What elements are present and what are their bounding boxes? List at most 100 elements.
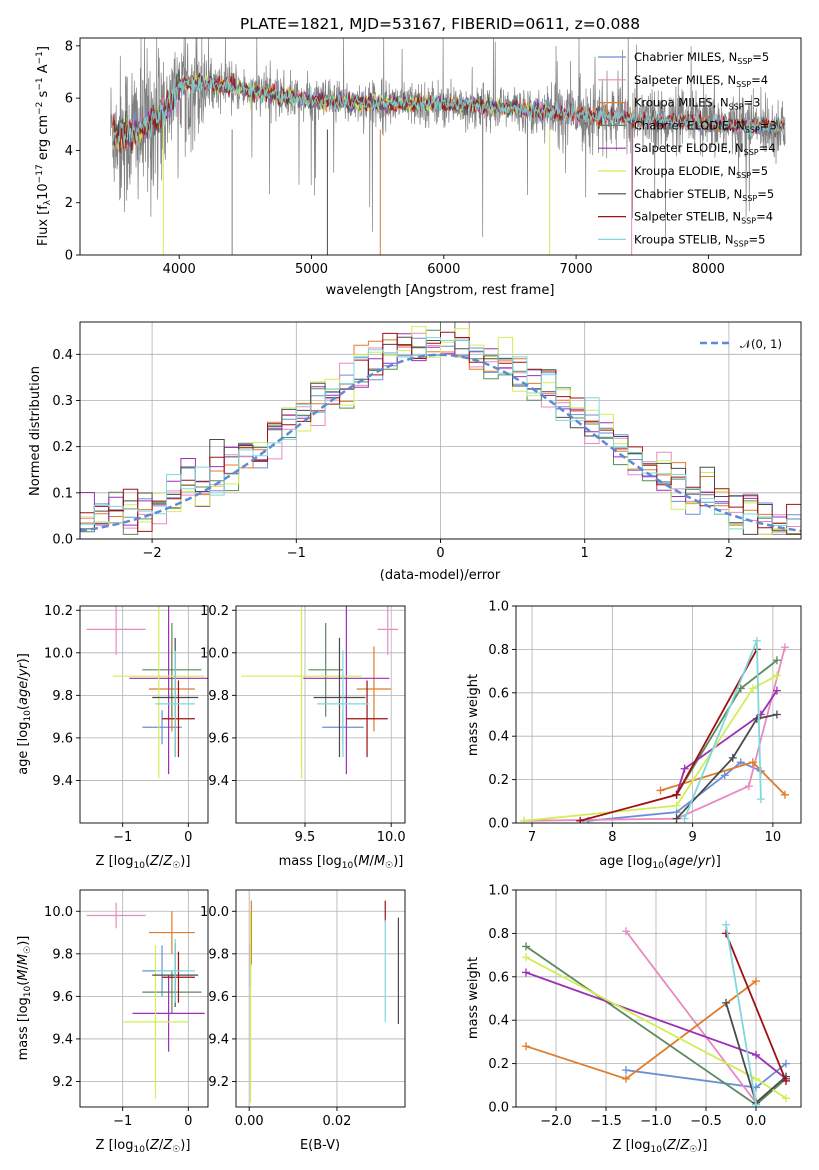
errorbar-salpeter-stelib bbox=[162, 951, 195, 1003]
y-tick-label: 9.6 bbox=[208, 990, 229, 1005]
legend-label-sub: SSP bbox=[745, 125, 760, 134]
x-tick-label: −1.5 bbox=[590, 1114, 622, 1129]
residuals-xlabel: (data-model)/error bbox=[380, 568, 501, 583]
age-vs-metallicity-panel: −1 0 9.4 9.6 9.8 10.0 10.2 bbox=[44, 604, 209, 845]
errorbar-chabrier-elodie bbox=[308, 623, 343, 717]
weight-point-marker bbox=[576, 816, 585, 823]
weight-point-marker bbox=[782, 1059, 790, 1068]
legend-label-main: Salpeter MILES, N bbox=[634, 73, 736, 87]
weight-point-marker bbox=[752, 977, 760, 986]
legend-label-tail: =5 bbox=[749, 232, 766, 246]
weight-point-marker bbox=[752, 1100, 760, 1107]
weight-series-salpeter-stelib bbox=[722, 929, 790, 1085]
x-tick-label: 5000 bbox=[295, 262, 328, 277]
mass_vs_ebv-plot-area bbox=[249, 900, 400, 1103]
y-tick-label: 1.0 bbox=[488, 884, 509, 899]
weight-series-kroupa-elodie bbox=[520, 671, 781, 823]
weight-point-marker bbox=[772, 671, 781, 680]
y-tick-label: 0.4 bbox=[488, 730, 509, 745]
spectrum-ticks: 4000 5000 6000 7000 8000 0 2 4 6 8 bbox=[65, 39, 725, 277]
legend-label-tail: =3 bbox=[744, 96, 761, 110]
spectrum-panel: 4000 5000 6000 7000 8000 0 2 4 6 8 Chabrier MILES,… bbox=[65, 37, 802, 277]
age_vs_mass-plot-area bbox=[241, 606, 399, 779]
normal-legend-label: 𝒩(0, 1) bbox=[740, 337, 782, 351]
y-tick-label: 0 bbox=[65, 249, 73, 264]
weight-point-marker bbox=[782, 1094, 790, 1103]
x-tick-label: 4000 bbox=[163, 262, 196, 277]
weight-point-marker bbox=[522, 968, 530, 977]
legend-label-main: Kroupa STELIB, N bbox=[634, 232, 734, 246]
age_vs_mass-ticks: 9.5 10.0 9.4 9.6 9.8 10.0 10.2 bbox=[200, 604, 406, 845]
spectrum-xlabel: wavelength [Angstrom, rest frame] bbox=[326, 283, 555, 298]
weight-vs-metallicity-panel: −2.0 −1.5 −1.0 −0.5 0.0 0.0 0.2 0.4 0.6 0.8 1.0 bbox=[488, 884, 802, 1129]
weight-point-marker bbox=[744, 782, 753, 791]
x-tick-label: −0.5 bbox=[690, 1114, 722, 1129]
weight-line bbox=[625, 930, 757, 1104]
weight-point-marker bbox=[722, 920, 730, 929]
weight-point-marker bbox=[522, 1042, 530, 1051]
y-tick-label: 0.8 bbox=[488, 643, 509, 658]
legend-label-main: Chabrier STELIB, N bbox=[634, 187, 742, 201]
legend-label-main: Kroupa MILES, N bbox=[634, 96, 729, 110]
weight-series-kroupa-miles bbox=[522, 977, 760, 1083]
weight-point-marker bbox=[720, 771, 729, 780]
weight-point-marker bbox=[522, 953, 530, 962]
figure-title: PLATE=1821, MJD=53167, FIBERID=0611, z=0… bbox=[240, 15, 640, 33]
x-tick-label: −2 bbox=[143, 546, 162, 561]
weight-series-chabrier-stelib bbox=[672, 710, 781, 823]
weight-point-marker bbox=[672, 790, 681, 799]
legend-label-sub: SSP bbox=[736, 80, 751, 89]
y-tick-label: 8 bbox=[65, 39, 73, 54]
weight-series-kroupa-elodie bbox=[522, 953, 790, 1103]
x-tick-label: 1 bbox=[581, 546, 589, 561]
y-tick-label: 0.0 bbox=[488, 1101, 509, 1116]
weight-point-marker bbox=[772, 686, 781, 695]
residuals-panel: −2 −1 0 1 2 0.0 0.1 0.2 0.3 0.4 bbox=[52, 321, 802, 561]
legend-label-sub: SSP bbox=[734, 239, 749, 248]
weight_vs_age-ticks: 7 8 9 10 0.0 0.2 0.4 0.6 0.8 1.0 bbox=[488, 600, 781, 846]
mass_vs_Z-grid bbox=[80, 890, 208, 1107]
legend-label-tail: =4 bbox=[756, 210, 773, 224]
errorbar-salpeter-miles bbox=[86, 606, 146, 655]
y-tick-label: 9.6 bbox=[208, 731, 229, 746]
legend-label-sub: SSP bbox=[744, 148, 759, 157]
weight-point-marker bbox=[780, 643, 789, 652]
weight-point-marker bbox=[522, 942, 530, 951]
weight_vs_Z-plot-area bbox=[522, 920, 790, 1107]
y-tick-label: 9.8 bbox=[52, 689, 73, 704]
y-tick-label: 0.6 bbox=[488, 686, 509, 701]
legend-label: Chabrier STELIB, NSSP=5 bbox=[634, 187, 774, 203]
legend-label: Chabrier MILES, NSSP=5 bbox=[634, 50, 769, 66]
errorbar-kroupa-stelib bbox=[317, 650, 369, 758]
y-tick-label: 0.1 bbox=[52, 486, 73, 501]
age_vs_Z-grid bbox=[80, 606, 208, 823]
legend-label-tail: =5 bbox=[751, 164, 768, 178]
weight-z-ylabel: mass weight bbox=[466, 957, 481, 1039]
weight-point-marker bbox=[680, 814, 689, 823]
legend-label-sub: SSP bbox=[741, 217, 756, 226]
legend-label-tail: =4 bbox=[751, 73, 768, 87]
mass_vs_Z-plot-area bbox=[86, 902, 205, 1099]
y-tick-label: 0.2 bbox=[488, 773, 509, 788]
y-tick-label: 9.4 bbox=[208, 1032, 229, 1047]
age-mass-xlabel: mass [log10(M/M☉)] bbox=[279, 854, 404, 871]
weight-series-kroupa-miles bbox=[656, 758, 789, 799]
histogram-kroupa-elodie bbox=[80, 326, 801, 535]
x-tick-label: 10 bbox=[765, 830, 782, 845]
weight-point-marker bbox=[748, 684, 757, 693]
mass_vs_Z-ticks: −1 0 9.2 9.4 9.6 9.8 10.0 bbox=[44, 905, 192, 1129]
y-tick-label: 4 bbox=[65, 144, 73, 159]
weight-point-marker bbox=[622, 1074, 630, 1083]
ebv-xlabel: E(B-V) bbox=[300, 1138, 340, 1153]
errorbar-salpeter-miles bbox=[86, 902, 146, 929]
y-tick-label: 0.8 bbox=[488, 927, 509, 942]
errorbar-salpeter-elodie bbox=[129, 606, 208, 775]
errorbar-salpeter-elodie bbox=[303, 606, 390, 775]
y-tick-label: 2 bbox=[65, 196, 73, 211]
legend-label: Kroupa ELODIE, NSSP=5 bbox=[634, 164, 768, 180]
errorbar-chabrier-elodie bbox=[142, 970, 202, 1014]
weight-point-marker bbox=[752, 1050, 760, 1059]
x-tick-label: 0 bbox=[184, 830, 192, 845]
errorbar-kroupa-elodie bbox=[112, 606, 205, 779]
weight-series-kroupa-stelib bbox=[680, 636, 765, 823]
